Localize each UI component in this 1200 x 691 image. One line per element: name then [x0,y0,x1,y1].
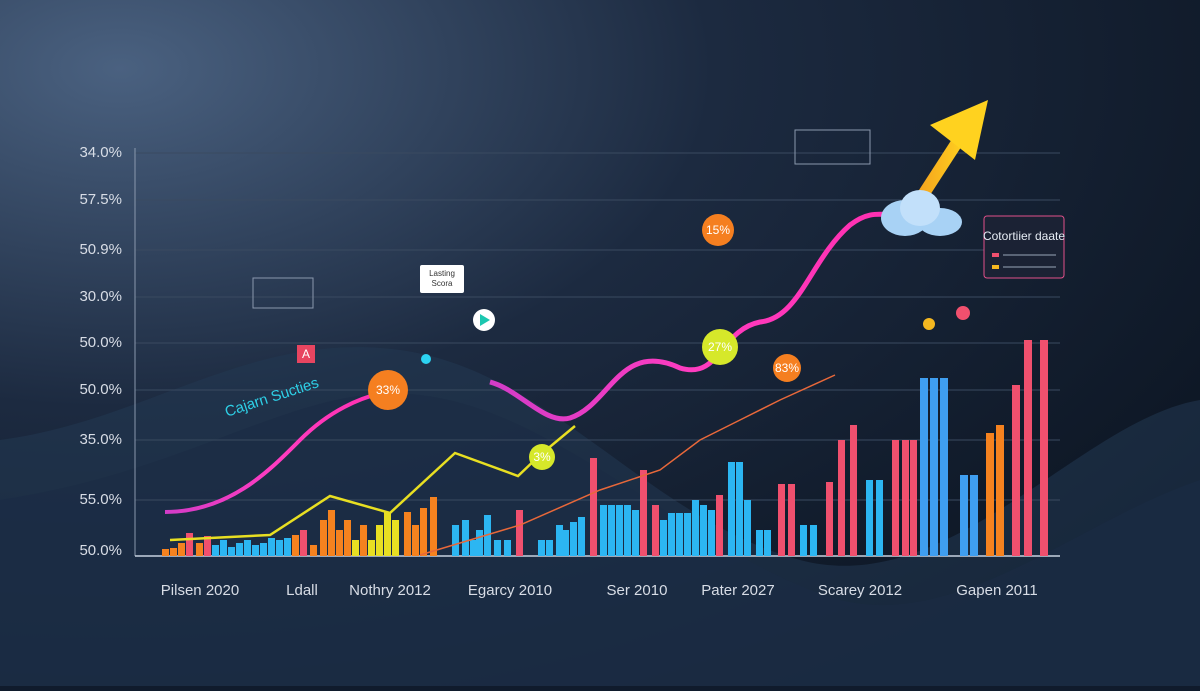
y-label: 50.0% [79,542,122,559]
tooltip: Lasting Scora [252,129,871,309]
legend-title: Cotortiier daate [983,229,1065,243]
bubbles: 33% 15% 27% 3% 83% [368,214,970,470]
cloud [881,190,962,236]
x-axis-labels: Pilsen 2020 Ldall Nothry 2012 Egarcy 201… [161,582,1038,599]
legend-box: Cotortiier daate [983,215,1065,279]
y-label: 57.5% [79,191,122,208]
y-axis-labels: 34.0% 57.5% 50.9% 30.0% 50.0% 50.0% 35.0… [79,144,122,559]
tooltip-text: Lasting [429,269,455,278]
x-label: Scarey 2012 [818,582,902,599]
bars [162,340,1048,556]
x-label: Pater 2027 [701,582,774,599]
y-label: 50.9% [79,241,122,258]
x-label: Ser 2010 [607,582,668,599]
bubble-label: 15% [706,223,730,237]
y-label: 34.0% [79,144,122,161]
bubble-label: 3% [533,450,551,464]
x-label: Nothry 2012 [349,582,431,599]
y-label: 35.0% [79,431,122,448]
x-label: Pilsen 2020 [161,582,239,599]
y-label: 55.0% [79,491,122,508]
y-label: 50.0% [79,334,122,351]
tooltip-text: Scora [432,279,453,288]
y-label: 30.0% [79,288,122,305]
marker: A [302,347,310,361]
x-label: Gapen 2011 [956,582,1037,599]
marker-box [297,345,315,363]
bubble-label: 83% [775,361,799,375]
x-label: Ldall [286,582,318,599]
bubble-label: 27% [708,340,732,354]
x-label: Egarcy 2010 [468,582,552,599]
bubble-label: 33% [376,383,400,397]
y-label: 50.0% [79,381,122,398]
